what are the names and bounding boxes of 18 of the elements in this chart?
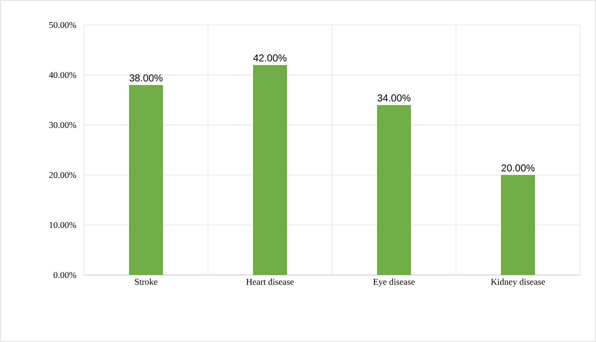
- y-tick-label: 30.00%: [49, 122, 76, 128]
- x-tick-label: Kidney disease: [491, 278, 545, 287]
- bar: [501, 175, 536, 275]
- x-tick-label: Stroke: [134, 278, 158, 285]
- y-tick-label: 20.00%: [49, 172, 76, 178]
- y-tick-label: 10.00%: [50, 222, 76, 228]
- x-tick-label: Eye disease: [373, 278, 415, 287]
- y-tick-label: 50.00%: [49, 22, 76, 28]
- x-tick-label: Heart disease: [246, 278, 294, 285]
- data-label: 38.00%: [129, 74, 163, 82]
- y-tick-label: 0.00%: [54, 272, 76, 278]
- y-tick-label: 40.00%: [49, 72, 76, 78]
- bar: [253, 65, 288, 275]
- data-label: 34.00%: [377, 94, 411, 102]
- data-label: 42.00%: [253, 54, 287, 62]
- bar: [129, 85, 163, 275]
- bar: [377, 105, 412, 275]
- data-label: 20.00%: [502, 164, 535, 172]
